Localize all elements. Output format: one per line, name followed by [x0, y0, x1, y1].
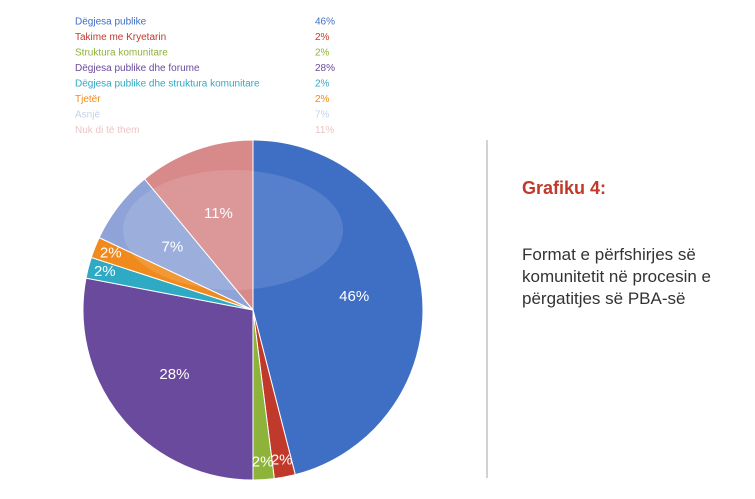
slice-label: 2%: [252, 454, 274, 471]
slice-label: 2%: [100, 245, 122, 262]
legend-label: Struktura komunitare: [75, 48, 168, 59]
pie-slice: [82, 277, 254, 481]
legend-label: Asnjë: [75, 110, 100, 121]
slice-label: 28%: [159, 366, 189, 383]
legend-value: 2%: [315, 79, 330, 90]
legend-value: 2%: [315, 32, 330, 43]
chart-title: Grafiku 4:: [522, 178, 607, 198]
divider-area: [486, 140, 488, 478]
legend-value: 2%: [315, 48, 330, 59]
slice-label: 11%: [204, 205, 233, 222]
slice-label: 2%: [271, 451, 293, 468]
legend-label: Dëgjesa publike: [75, 17, 147, 28]
legend-label: Dëgjesa publike dhe forume: [75, 63, 200, 74]
legend-value: 11%: [315, 125, 334, 136]
pie-gloss: [123, 170, 343, 290]
slice-label: 2%: [94, 263, 116, 280]
legend-label: Tjetër: [75, 94, 101, 105]
slice-label: 46%: [339, 288, 369, 305]
slice-label: 7%: [162, 238, 184, 255]
chart: Dëgjesa publike 46% Takime me Kryetarin 2% S…: [75, 17, 488, 481]
legend-label: Nuk di të them: [75, 125, 139, 136]
legend-value: 2%: [315, 94, 330, 105]
legend-value: 46%: [315, 17, 335, 28]
pie-slice: [143, 139, 254, 312]
pie-slice: [252, 139, 424, 476]
legend-label: Takime me Kryetarin: [75, 32, 166, 43]
legend-value: 7%: [315, 110, 330, 121]
chart-subtitle: Format e përfshirjes së komunitetit në p…: [522, 245, 711, 308]
legend-value: 28%: [315, 63, 335, 74]
legend-label: Dëgjesa publike dhe struktura komunitare: [75, 79, 260, 90]
